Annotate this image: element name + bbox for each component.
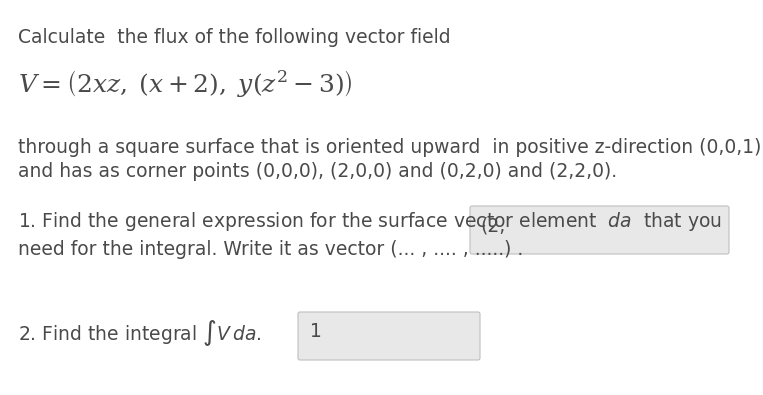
Text: $V = \left(2xz,\; (x+2),\; y\left(z^2-3\right)\right)$: $V = \left(2xz,\; (x+2),\; y\left(z^2-3\… <box>18 68 353 99</box>
Text: 1. Find the general expression for the surface vector element  $\mathit{da}$  th: 1. Find the general expression for the s… <box>18 210 722 233</box>
FancyBboxPatch shape <box>470 206 729 254</box>
Text: through a square surface that is oriented upward  in positive z-direction (0,0,1: through a square surface that is oriente… <box>18 138 761 157</box>
Text: Calculate  the flux of the following vector field: Calculate the flux of the following vect… <box>18 28 451 47</box>
Text: 2. Find the integral $\int V\, \mathit{da}.$: 2. Find the integral $\int V\, \mathit{d… <box>18 318 262 348</box>
Text: need for the integral. Write it as vector (... , .... , .....) .: need for the integral. Write it as vecto… <box>18 240 523 259</box>
Text: 1: 1 <box>310 322 322 341</box>
Text: (2,: (2, <box>480 216 505 235</box>
Text: and has as corner points (0,0,0), (2,0,0) and (0,2,0) and (2,2,0).: and has as corner points (0,0,0), (2,0,0… <box>18 162 617 181</box>
FancyBboxPatch shape <box>298 312 480 360</box>
